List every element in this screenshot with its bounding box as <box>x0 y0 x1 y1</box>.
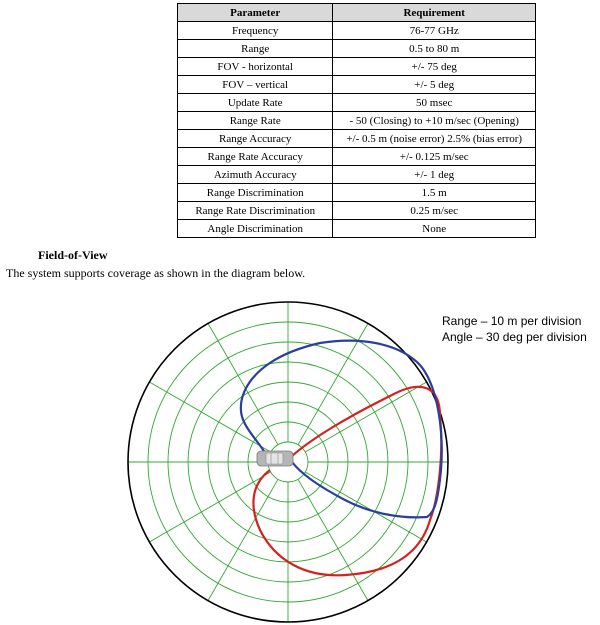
angle-spoke <box>207 479 279 601</box>
red-coverage-lobe <box>252 385 443 577</box>
table-row: FOV - horizontal +/- 75 deg <box>176 57 536 76</box>
header-requirement: Requirement <box>332 3 536 22</box>
requirement-cell: None <box>332 219 536 238</box>
angle-spokes <box>128 302 448 622</box>
legend-range-scale: Range – 10 m per division <box>442 314 582 328</box>
angle-spoke <box>297 323 369 445</box>
car-icon <box>256 450 294 467</box>
angle-spoke <box>149 471 271 543</box>
legend-angle-scale: Angle – 30 deg per division <box>442 330 587 344</box>
table-row: Angle Discrimination None <box>176 219 536 238</box>
angle-spoke <box>305 381 427 453</box>
parameter-cell: FOV – vertical <box>176 75 334 94</box>
parameter-cell: Range Rate Discrimination <box>176 201 334 220</box>
section-body-text: The system supports coverage as shown in… <box>6 266 306 280</box>
table-row: Range Rate Discrimination 0.25 m/sec <box>176 201 536 220</box>
table-row: Azimuth Accuracy +/- 1 deg <box>176 165 536 184</box>
angle-spoke <box>207 323 279 445</box>
angle-spoke <box>297 479 369 601</box>
angle-spoke <box>305 471 427 543</box>
table-row: FOV – vertical +/- 5 deg <box>176 75 536 94</box>
blue-coverage-lobe <box>239 339 443 519</box>
parameter-cell: Range Rate Accuracy <box>176 147 334 166</box>
parameter-cell: Angle Discrimination <box>176 219 334 238</box>
parameter-cell: Update Rate <box>176 93 334 112</box>
angle-spoke <box>149 381 271 453</box>
header-parameter: Parameter <box>176 3 334 22</box>
parameter-cell: Range Accuracy <box>176 129 334 148</box>
spec-table: Parameter Requirement Frequency 76-77 GHz… <box>176 3 536 238</box>
table-row: Range Accuracy +/- 0.5 m (noise error) 2.… <box>176 129 536 148</box>
outer-boundary-circle <box>127 301 449 623</box>
section-heading: Field-of-View <box>38 248 108 262</box>
requirement-cell: 0.25 m/sec <box>332 201 536 220</box>
spec-table-header-row: Parameter Requirement <box>176 3 536 22</box>
table-row: Range Discrimination 1.5 m <box>176 183 536 202</box>
requirement-cell: +/- 0.5 m (noise error) 2.5% (bias error… <box>332 129 536 148</box>
